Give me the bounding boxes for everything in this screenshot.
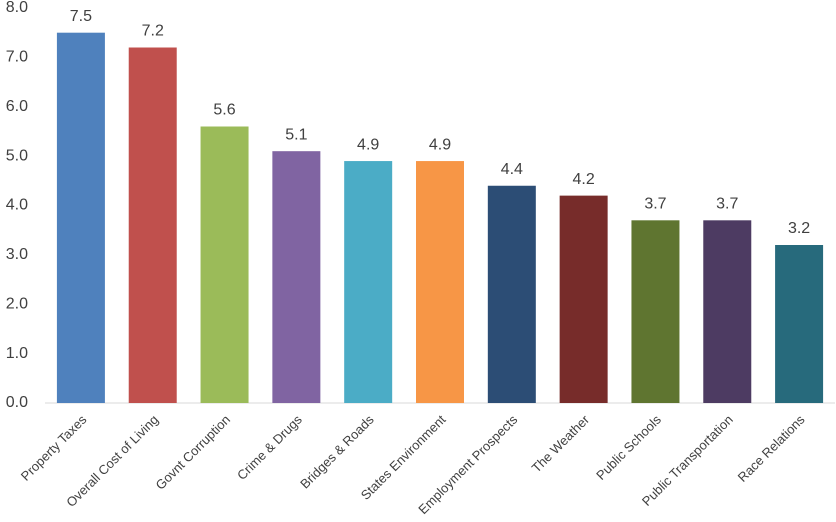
value-label: 5.6: [213, 102, 235, 119]
y-tick-label: 5.0: [6, 147, 28, 164]
bar: [559, 195, 608, 403]
value-label: 4.9: [357, 136, 379, 153]
value-label: 3.7: [644, 196, 666, 213]
y-tick-label: 2.0: [6, 295, 28, 312]
x-tick-label: Property Taxes: [18, 412, 90, 484]
bar: [487, 185, 536, 403]
x-tick-label: Govnt Corruption: [152, 412, 233, 493]
y-tick-label: 1.0: [6, 345, 28, 362]
value-label: 5.1: [285, 126, 307, 143]
bar: [416, 161, 464, 403]
bar: [775, 245, 824, 403]
value-label: 3.2: [788, 220, 810, 237]
value-label: 3.7: [716, 196, 738, 213]
value-label: 4.9: [429, 136, 451, 153]
y-tick-label: 3.0: [6, 246, 28, 263]
bar: [200, 126, 249, 403]
value-label: 7.5: [70, 8, 92, 25]
bar: [56, 32, 105, 403]
y-tick-label: 0.0: [6, 394, 28, 411]
bar: [128, 47, 177, 403]
y-tick-label: 7.0: [6, 49, 28, 66]
x-tick-label: Public Schools: [593, 412, 664, 483]
bar: [272, 151, 321, 403]
x-tick-label: Bridges & Roads: [297, 412, 377, 492]
bar: [703, 220, 752, 403]
bar: [631, 220, 680, 403]
y-tick-label: 4.0: [6, 197, 28, 214]
x-tick-label: The Weather: [529, 411, 593, 475]
bar: [344, 161, 393, 403]
y-tick-label: 6.0: [6, 98, 28, 115]
x-tick-label: Race Relations: [735, 412, 808, 485]
y-tick-label: 8.0: [6, 0, 28, 16]
value-label: 4.4: [501, 161, 523, 178]
value-label: 4.2: [573, 171, 595, 188]
x-tick-label: Crime & Drugs: [234, 412, 305, 483]
value-label: 7.2: [142, 23, 164, 40]
